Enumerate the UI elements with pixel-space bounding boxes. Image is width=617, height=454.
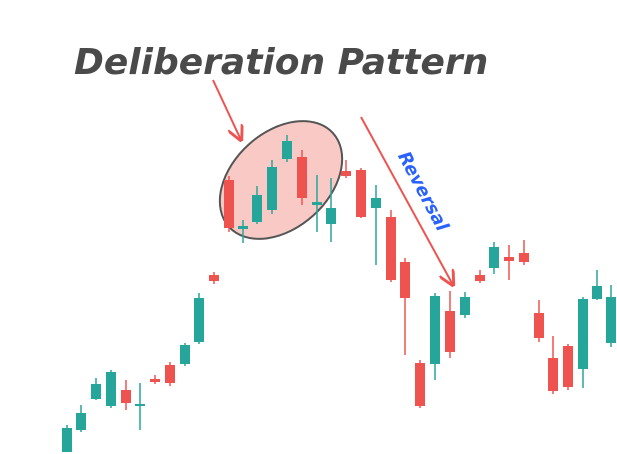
candles (62, 135, 616, 452)
candle-body (371, 198, 381, 208)
candle-body (400, 262, 410, 298)
arrow (360, 116, 453, 285)
candle-body (282, 141, 292, 159)
candle-body (578, 299, 588, 369)
candle-body (475, 275, 485, 281)
candle-body (592, 286, 602, 299)
candle-body (489, 247, 499, 268)
candle-body (180, 345, 190, 364)
candle-body (548, 358, 558, 391)
candle-body (150, 379, 160, 382)
candle-body (356, 170, 366, 217)
arrow (212, 79, 241, 140)
candle-body (135, 404, 145, 406)
candle-body (415, 363, 425, 406)
candle-body (121, 390, 131, 403)
candle-body (430, 296, 440, 364)
candle-body (267, 167, 277, 210)
candle-body (534, 313, 544, 338)
candle-body (224, 180, 234, 228)
candle-body (238, 226, 248, 229)
candle-body (165, 365, 175, 383)
candle-body (519, 253, 529, 262)
candle-body (445, 311, 455, 352)
candle-body (297, 157, 307, 198)
candle-body (194, 298, 204, 342)
candle-body (606, 297, 616, 343)
candle-body (312, 202, 322, 205)
candle-body (326, 208, 336, 224)
candle-body (91, 384, 101, 399)
candle-body (106, 372, 116, 406)
highlight-ellipse (218, 120, 344, 240)
candle-body (563, 346, 573, 387)
candle-body (460, 297, 470, 315)
title: Deliberation Pattern (74, 42, 488, 83)
candle-body (341, 171, 351, 176)
candle-body (252, 195, 262, 222)
candle-body (504, 257, 514, 261)
candle-body (209, 275, 219, 281)
candle-body (386, 217, 396, 280)
candle-body (76, 413, 86, 430)
candle-body (62, 428, 72, 452)
